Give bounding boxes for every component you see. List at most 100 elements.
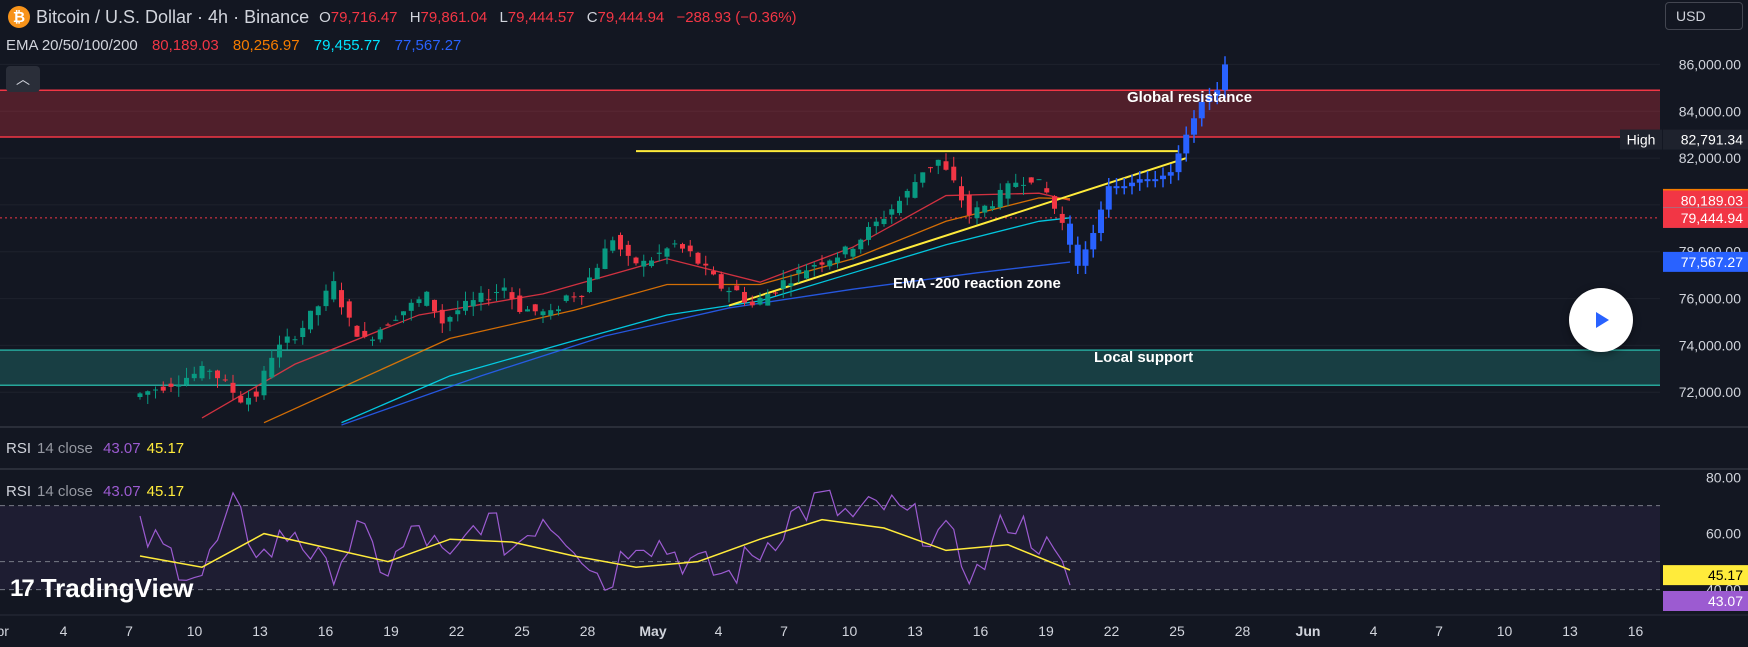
candle-body bbox=[556, 309, 561, 312]
time-tick-label: 16 bbox=[1628, 623, 1644, 639]
candle-body bbox=[695, 252, 701, 264]
symbol-title[interactable]: Bitcoin / U.S. Dollar · 4h · Binance bbox=[36, 6, 310, 27]
candle-body bbox=[1044, 188, 1050, 193]
price-label-bg bbox=[1663, 129, 1748, 150]
projection-body bbox=[1136, 179, 1143, 183]
price-tick-label: 84,000.00 bbox=[1679, 103, 1741, 119]
ema-50-value: 80,256.97 bbox=[232, 37, 300, 54]
candle-body bbox=[819, 262, 825, 265]
high-tag-bg bbox=[1620, 129, 1662, 150]
candle-body bbox=[1028, 177, 1034, 183]
candle-body bbox=[656, 252, 662, 254]
candle-body bbox=[261, 370, 267, 396]
rsi-legend-top[interactable]: RSI 14 close 43.07 45.17 bbox=[6, 440, 185, 457]
candle-body bbox=[866, 226, 871, 240]
candle-body bbox=[734, 285, 740, 291]
annotations: Global resistance EMA -200 reaction zone L… bbox=[893, 89, 1252, 366]
projection-body bbox=[1082, 249, 1089, 266]
candle-body bbox=[649, 260, 654, 267]
candle-body bbox=[191, 373, 197, 379]
ema-200-value: 77,567.27 bbox=[394, 37, 462, 54]
time-tick-label: 13 bbox=[252, 623, 268, 639]
candle-body bbox=[687, 245, 693, 252]
chart-header: ₿ Bitcoin / U.S. Dollar · 4h · Binance O… bbox=[0, 0, 805, 34]
candle-body bbox=[742, 291, 747, 303]
rsi-ma-tag-bg bbox=[1663, 565, 1748, 586]
candle-body bbox=[494, 292, 499, 294]
candle-body bbox=[788, 283, 794, 287]
candle-body bbox=[346, 301, 352, 318]
trendline bbox=[728, 157, 1187, 307]
rsi-band bbox=[0, 505, 1660, 590]
collapse-legend-button[interactable]: ︿ bbox=[6, 66, 40, 92]
candle-body bbox=[1036, 179, 1042, 181]
rsi-tag: 43.07 bbox=[1708, 593, 1743, 609]
tradingview-logo[interactable]: 17 TradingView bbox=[10, 573, 194, 603]
candle-body bbox=[339, 290, 344, 308]
candle-body bbox=[137, 393, 143, 398]
candle-body bbox=[532, 304, 538, 312]
play-button[interactable] bbox=[1569, 288, 1633, 352]
ema-line bbox=[341, 261, 1071, 426]
price-label: 82,791.34 bbox=[1681, 132, 1743, 148]
time-tick-label: 7 bbox=[780, 623, 788, 639]
price-grid bbox=[0, 63, 1660, 393]
candle-body bbox=[773, 292, 778, 294]
ema-label: EMA 20/50/100/200 bbox=[6, 37, 138, 54]
projection-body bbox=[1121, 186, 1128, 189]
candle-body bbox=[827, 260, 833, 267]
candle-body bbox=[463, 300, 468, 311]
candle-body bbox=[447, 317, 453, 322]
time-tick-label: 19 bbox=[1038, 623, 1054, 639]
rsi-legend[interactable]: RSI 14 close 43.07 45.17 bbox=[6, 483, 185, 500]
candle-body bbox=[579, 295, 585, 298]
candle-body bbox=[904, 190, 910, 198]
candle-body bbox=[432, 299, 437, 312]
ema-lines bbox=[201, 192, 1071, 426]
candle-body bbox=[416, 299, 422, 304]
candle-body bbox=[974, 207, 980, 219]
time-tick-label: 13 bbox=[907, 623, 923, 639]
time-axis: Apr 4 7 10 13 16 19 22 25 28 May 4 7 10 13 16 19 22 25 28 Ju… bbox=[0, 614, 1748, 639]
price-axis-bg bbox=[1660, 0, 1748, 647]
projection-body bbox=[1090, 233, 1097, 250]
candle-body bbox=[796, 269, 802, 274]
time-tick-label: 13 bbox=[1562, 623, 1578, 639]
candle-body bbox=[277, 344, 282, 358]
zones bbox=[0, 89, 1660, 386]
time-tick-label: 28 bbox=[580, 623, 596, 639]
projection-body bbox=[1067, 223, 1073, 245]
candle-body bbox=[757, 297, 763, 305]
zone-band bbox=[0, 90, 1660, 138]
rsi-line bbox=[139, 489, 1071, 592]
ema-legend[interactable]: EMA 20/50/100/200 80,189.03 80,256.97 79… bbox=[6, 37, 471, 54]
time-tick-label: 4 bbox=[60, 623, 68, 639]
ema-20-value: 80,189.03 bbox=[151, 37, 219, 54]
candle-body bbox=[439, 309, 445, 324]
candle-body bbox=[517, 295, 523, 312]
candle-body bbox=[711, 271, 716, 275]
ema-100-value: 79,455.77 bbox=[313, 37, 381, 54]
tradingview-logo-icon: 17 bbox=[10, 574, 35, 602]
candle-body bbox=[633, 257, 639, 264]
candle-body bbox=[982, 205, 988, 213]
candle-body bbox=[501, 287, 507, 291]
candle-body bbox=[331, 281, 337, 300]
candle-body bbox=[525, 309, 530, 312]
candle-body bbox=[850, 248, 856, 257]
projection-body bbox=[1167, 172, 1174, 176]
candle-body bbox=[811, 264, 817, 267]
time-tick-label: 4 bbox=[715, 623, 723, 639]
candle-body bbox=[897, 200, 902, 214]
projection-body bbox=[1206, 96, 1213, 102]
time-tick-label: 4 bbox=[1370, 623, 1378, 639]
rsi-tick-label: 60.00 bbox=[1706, 526, 1741, 542]
projection-body bbox=[1113, 186, 1120, 189]
candle-body bbox=[230, 382, 236, 393]
projection-body bbox=[1222, 64, 1228, 91]
rsi-ma-tag: 45.17 bbox=[1708, 567, 1743, 583]
currency-button[interactable]: USD bbox=[1665, 2, 1743, 30]
ohlc-values: O79,716.47 H79,861.04 L79,444.57 C79,444… bbox=[319, 8, 797, 26]
candle-body bbox=[718, 274, 724, 289]
